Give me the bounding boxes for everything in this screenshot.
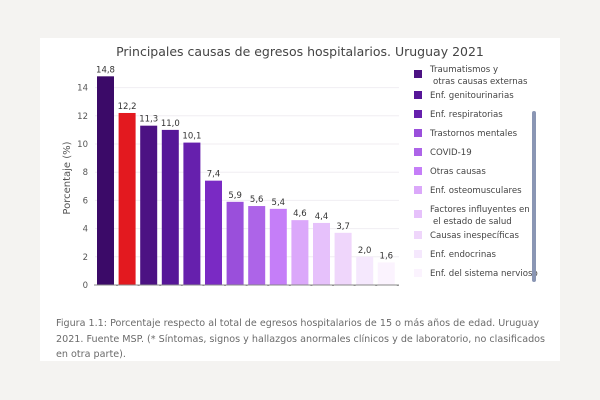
bar-value-label: 1,6 <box>380 251 394 261</box>
bar[interactable] <box>334 232 352 285</box>
y-axis-ticks: 0 2 4 6 8 10 12 14 <box>77 84 88 291</box>
bar[interactable] <box>205 180 222 285</box>
bar[interactable] <box>118 112 136 285</box>
legend-item[interactable]: Enf. osteomusculares <box>414 186 522 196</box>
value-labels: 14,8 12,211,3 11,010,1 7,4 5,9 5,6 5,4 4,6 4,4 3,… <box>96 65 399 286</box>
y-tick-label: 4 <box>83 225 88 235</box>
legend-label: el estado de salud <box>433 217 512 227</box>
legend-item[interactable]: Enf. del sistema nervioso <box>414 269 538 279</box>
bar-value-label: 3,7 <box>336 222 350 232</box>
legend-label: COVID-19 <box>430 148 472 158</box>
bar[interactable] <box>140 125 158 285</box>
legend-item[interactable]: Causas inespecíficas <box>414 231 520 241</box>
bar-value-label: 5,6 <box>250 195 264 205</box>
y-tick-label: 6 <box>83 196 88 206</box>
bar[interactable] <box>226 201 244 285</box>
y-tick-label: 12 <box>77 112 88 122</box>
bar[interactable] <box>161 129 179 285</box>
bar-value-label: 14,8 <box>96 65 115 75</box>
legend-label: Traumatismos y <box>429 65 498 75</box>
legend-scrollbar[interactable] <box>532 111 536 282</box>
bar-value-label: 11,3 <box>139 115 158 125</box>
bar[interactable] <box>183 142 201 285</box>
legend-swatch <box>414 91 422 99</box>
bar[interactable] <box>377 262 395 285</box>
bar[interactable] <box>291 220 309 285</box>
legend-item[interactable]: Enf. respiratorias <box>414 110 503 120</box>
legend-label: otras causas externas <box>433 77 528 87</box>
bar-value-label: 4,4 <box>315 212 329 222</box>
y-tick-label: 14 <box>77 84 88 94</box>
legend-swatch <box>414 250 422 258</box>
legend-swatch <box>414 269 422 277</box>
bars <box>97 76 395 285</box>
y-tick-label: 2 <box>83 253 88 263</box>
legend-swatch <box>414 148 422 156</box>
y-tick-label: 8 <box>83 168 88 178</box>
chart-title: Principales causas de egresos hospitalar… <box>116 44 484 59</box>
bar[interactable] <box>269 208 287 285</box>
legend-item[interactable]: COVID-19 <box>414 148 472 158</box>
bar[interactable] <box>248 206 266 285</box>
bar-value-label: 5,9 <box>228 191 242 201</box>
bar-value-label: 7,4 <box>207 170 221 180</box>
legend-label: Enf. genitourinarias <box>430 91 514 101</box>
legend-item[interactable]: Otras causas <box>414 167 486 177</box>
legend: Traumatismos y otras causas externas Enf. … <box>414 65 538 279</box>
legend-swatch <box>414 129 422 137</box>
legend-item[interactable]: Trastornos mentales <box>414 129 518 139</box>
legend-swatch <box>414 167 422 175</box>
bar-value-label: 11,0 <box>161 119 180 129</box>
legend-label: Otras causas <box>430 167 486 177</box>
legend-swatch <box>414 110 422 118</box>
bar-value-label: 2,0 <box>358 246 372 256</box>
bar[interactable] <box>356 256 374 285</box>
y-tick-label: 10 <box>77 140 88 150</box>
bar[interactable] <box>97 76 114 285</box>
legend-label: Causas inespecíficas <box>430 231 520 241</box>
legend-swatch <box>414 186 422 194</box>
figure-caption: Figura 1.1: Porcentaje respecto al total… <box>56 318 546 360</box>
legend-swatch <box>414 210 422 218</box>
legend-label: Factores influyentes en <box>430 205 530 215</box>
legend-label: Enf. osteomusculares <box>430 186 522 196</box>
legend-label: Trastornos mentales <box>429 129 518 139</box>
legend-swatch <box>414 70 422 78</box>
bar-value-label: 4,6 <box>293 209 307 219</box>
legend-label: Enf. del sistema nervioso <box>430 269 538 279</box>
y-axis-title: Porcentaje (%) <box>62 141 73 214</box>
legend-label: Enf. respiratorias <box>430 110 503 120</box>
legend-item[interactable]: Factores influyentes en el estado de salu… <box>414 205 530 227</box>
legend-item[interactable]: Enf. endocrinas <box>414 250 497 260</box>
legend-item[interactable]: Enf. genitourinarias <box>414 91 514 101</box>
bar-value-label: 5,4 <box>272 198 286 208</box>
legend-swatch <box>414 231 422 239</box>
bar-value-label: 12,2 <box>118 102 137 112</box>
bar[interactable] <box>313 222 330 285</box>
y-tick-label: 0 <box>83 281 88 291</box>
legend-item[interactable]: Traumatismos y otras causas externas <box>414 65 528 87</box>
legend-label: Enf. endocrinas <box>430 250 497 260</box>
bar-value-label: 10,1 <box>182 132 201 142</box>
